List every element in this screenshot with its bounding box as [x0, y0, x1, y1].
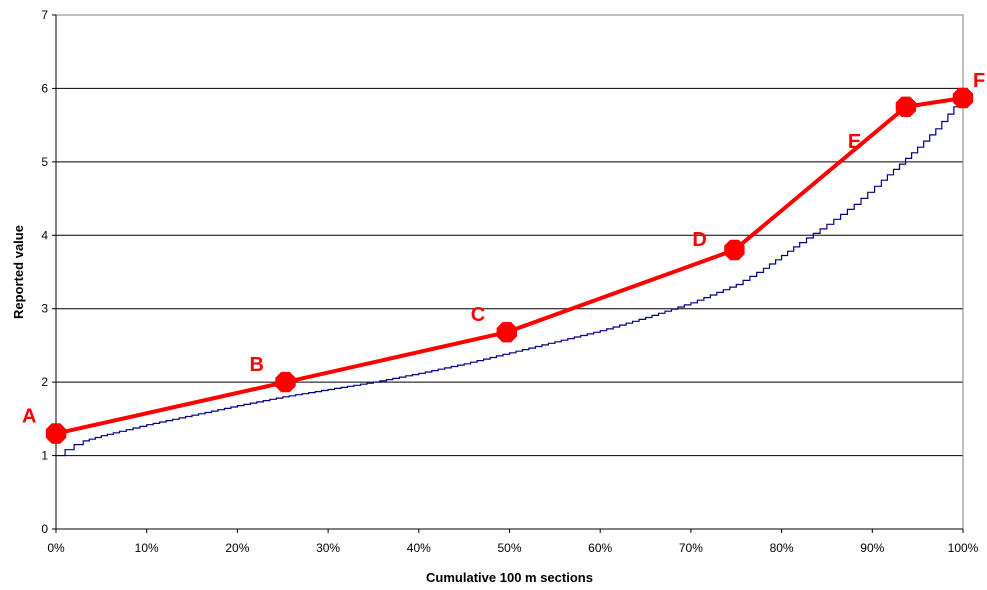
y-tick-label: 4	[41, 228, 48, 242]
y-tick-label: 5	[41, 155, 48, 169]
data-point	[952, 87, 974, 109]
point-label: D	[692, 229, 706, 251]
y-axis: 0 1 2 3 4 5 6 7	[41, 8, 57, 536]
x-tick-label: 10%	[135, 541, 159, 555]
point-label: B	[249, 354, 263, 376]
x-tick-label: 50%	[497, 541, 521, 555]
plot-frame	[55, 14, 964, 530]
point-label: C	[471, 304, 485, 326]
series-line-step	[56, 98, 964, 457]
y-axis-title: Reported value	[11, 225, 26, 319]
data-point	[275, 371, 296, 393]
x-tick-label: 70%	[679, 541, 703, 555]
x-axis: 0% 10% 20% 30% 40% 50% 60% 70% 80% 90% 100%	[47, 528, 979, 555]
point-label: F	[973, 70, 985, 92]
data-point	[724, 239, 745, 261]
series-line-red	[55, 95, 964, 436]
x-axis-title: Cumulative 100 m sections	[426, 570, 593, 585]
data-point	[895, 96, 917, 117]
x-tick-label: 90%	[860, 541, 884, 555]
y-tick-label: 1	[41, 449, 48, 463]
data-point	[496, 322, 517, 343]
y-tick-label: 0	[41, 522, 48, 536]
series-layer: A B C D E F	[22, 70, 985, 457]
point-label: E	[848, 131, 861, 153]
y-tick-label: 6	[41, 81, 48, 95]
x-tick-label: 20%	[225, 541, 249, 555]
x-tick-label: 80%	[770, 541, 794, 555]
x-tick-label: 40%	[407, 541, 431, 555]
x-tick-label: 30%	[316, 541, 340, 555]
x-tick-label: 100%	[948, 541, 979, 555]
point-label: A	[22, 406, 36, 428]
y-tick-label: 7	[41, 8, 48, 22]
data-point	[45, 423, 67, 444]
x-tick-label: 60%	[588, 541, 612, 555]
y-tick-label: 2	[41, 375, 48, 389]
y-tick-label: 3	[41, 302, 48, 316]
grid-lines	[56, 87, 963, 457]
x-tick-label: 0%	[47, 541, 65, 555]
